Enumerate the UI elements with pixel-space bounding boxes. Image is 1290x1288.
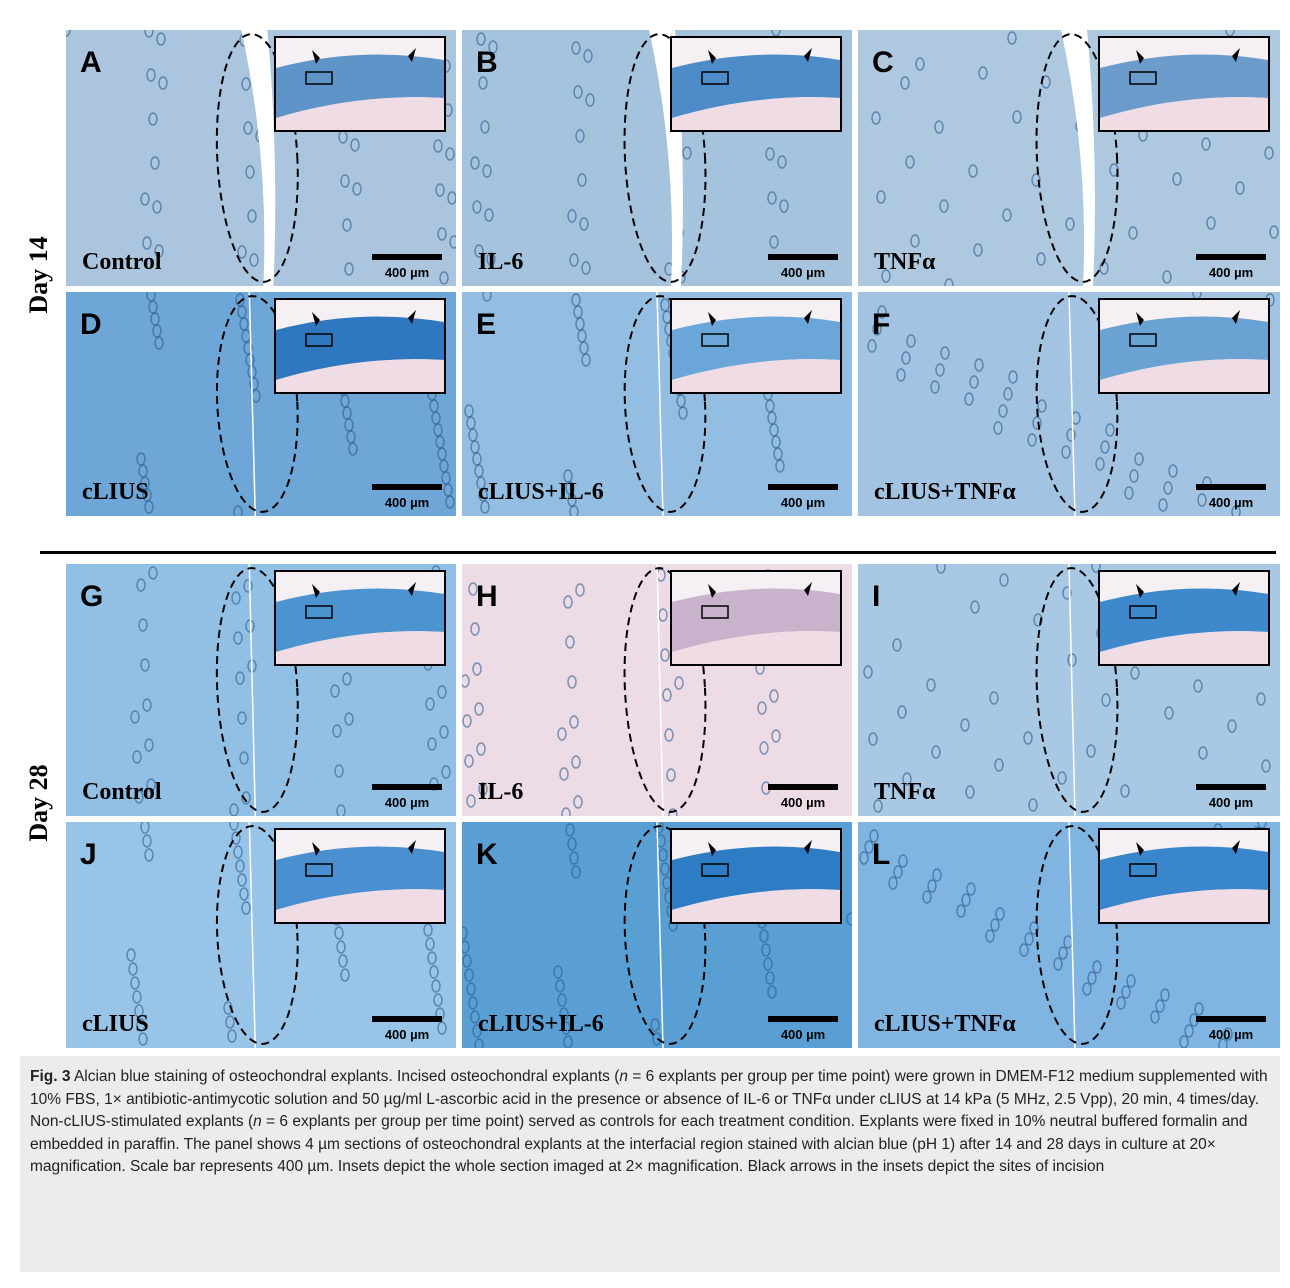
- incision-outline: [66, 30, 456, 286]
- inset-image: [276, 38, 444, 130]
- micrograph-panel: G Control 400 µm: [66, 564, 456, 816]
- inset-image: [1100, 38, 1268, 130]
- panel-letter: I: [872, 580, 881, 613]
- caption-label: Fig. 3: [30, 1068, 71, 1085]
- panel-letter: B: [476, 46, 498, 79]
- panel-letter: L: [872, 838, 891, 871]
- inset: [274, 570, 446, 666]
- scale-text: 400 µm: [780, 265, 826, 280]
- panel-label: IL-6: [478, 249, 524, 275]
- incision-outline: [462, 564, 781, 816]
- inset: [1098, 36, 1270, 132]
- inset: [274, 298, 446, 394]
- scale-text: 400 µm: [384, 495, 430, 510]
- scale-text: 400 µm: [384, 795, 430, 810]
- inset-image: [672, 830, 840, 922]
- micrograph-panel: H IL-6 400 µm: [462, 564, 852, 816]
- inset-image: [1100, 830, 1268, 922]
- inset-image: [672, 300, 840, 392]
- scale-bar: [768, 784, 838, 790]
- panel-letter: C: [872, 46, 894, 79]
- scale-bar: [768, 484, 838, 490]
- panel-label: cLIUS+IL-6: [478, 479, 604, 505]
- caption: Fig. 3 Alcian blue staining of osteochon…: [20, 1056, 1280, 1272]
- scale-text: 400 µm: [384, 265, 430, 280]
- scale-text: 400 µm: [1208, 1027, 1254, 1042]
- scale-bar: [372, 254, 442, 260]
- incision-outline: [867, 292, 1275, 516]
- inset-image: [672, 38, 840, 130]
- scale-bar: [1196, 484, 1266, 490]
- inset: [1098, 570, 1270, 666]
- caption-text: n: [253, 1113, 262, 1130]
- panel-label: cLIUS+TNFα: [874, 1011, 1016, 1037]
- panel-letter: J: [80, 838, 97, 871]
- scale-text: 400 µm: [780, 795, 826, 810]
- incision-outline: [859, 822, 1267, 1048]
- panel-letter: H: [476, 580, 498, 613]
- panel-label: cLIUS: [82, 479, 149, 505]
- inset: [1098, 828, 1270, 924]
- caption-text: Alcian blue staining of osteochondral ex…: [73, 1068, 620, 1085]
- micrograph-panel: A Control 400 µm: [66, 30, 456, 286]
- panel-letter: D: [80, 308, 102, 341]
- panel-label: cLIUS+TNFα: [874, 479, 1016, 505]
- row-label: Day 14: [24, 236, 53, 314]
- inset: [670, 36, 842, 132]
- scale-bar: [372, 484, 442, 490]
- inset: [274, 828, 446, 924]
- inset-image: [672, 572, 840, 664]
- inset-image: [1100, 300, 1268, 392]
- scale-text: 400 µm: [780, 495, 826, 510]
- scale-bar: [1196, 254, 1266, 260]
- micrograph-panel: B IL-6 400 µm: [462, 30, 852, 286]
- scale-bar: [1196, 784, 1266, 790]
- panel-label: TNFα: [874, 779, 936, 805]
- scale-text: 400 µm: [1208, 795, 1254, 810]
- panel-letter: E: [476, 308, 497, 341]
- scale-text: 400 µm: [384, 1027, 430, 1042]
- caption-text: = 6 explants per group per time point) w…: [30, 1068, 1268, 1130]
- panel-letter: K: [476, 838, 498, 871]
- panel-label: TNFα: [874, 249, 936, 275]
- row-label: Day 28: [24, 764, 53, 842]
- caption-text: n: [619, 1068, 628, 1085]
- scale-bar: [768, 1016, 838, 1022]
- scale-bar: [1196, 1016, 1266, 1022]
- inset-image: [276, 572, 444, 664]
- panel-letter: F: [872, 308, 891, 341]
- micrograph-panel: I TNFα 400 µm: [858, 564, 1280, 816]
- panel-label: Control: [82, 779, 162, 805]
- panel-label: cLIUS+IL-6: [478, 1011, 604, 1037]
- panel-label: cLIUS: [82, 1011, 149, 1037]
- inset: [274, 36, 446, 132]
- micrograph-panel: C TNFα 400 µm: [858, 30, 1280, 286]
- scale-text: 400 µm: [1208, 265, 1254, 280]
- inset: [670, 298, 842, 394]
- panel-label: IL-6: [478, 779, 524, 805]
- inset: [670, 570, 842, 666]
- scale-bar: [372, 784, 442, 790]
- scale-bar: [768, 254, 838, 260]
- divider: [40, 551, 1276, 554]
- inset: [670, 828, 842, 924]
- panel-label: Control: [82, 249, 162, 275]
- panel-letter: A: [80, 46, 102, 79]
- inset-image: [276, 300, 444, 392]
- scale-bar: [372, 1016, 442, 1022]
- inset: [1098, 298, 1270, 394]
- caption-text: = 6 explants per group per time point) s…: [30, 1113, 1248, 1175]
- inset-image: [1100, 572, 1268, 664]
- panel-letter: G: [80, 580, 104, 613]
- inset-image: [276, 830, 444, 922]
- scale-text: 400 µm: [780, 1027, 826, 1042]
- scale-text: 400 µm: [1208, 495, 1254, 510]
